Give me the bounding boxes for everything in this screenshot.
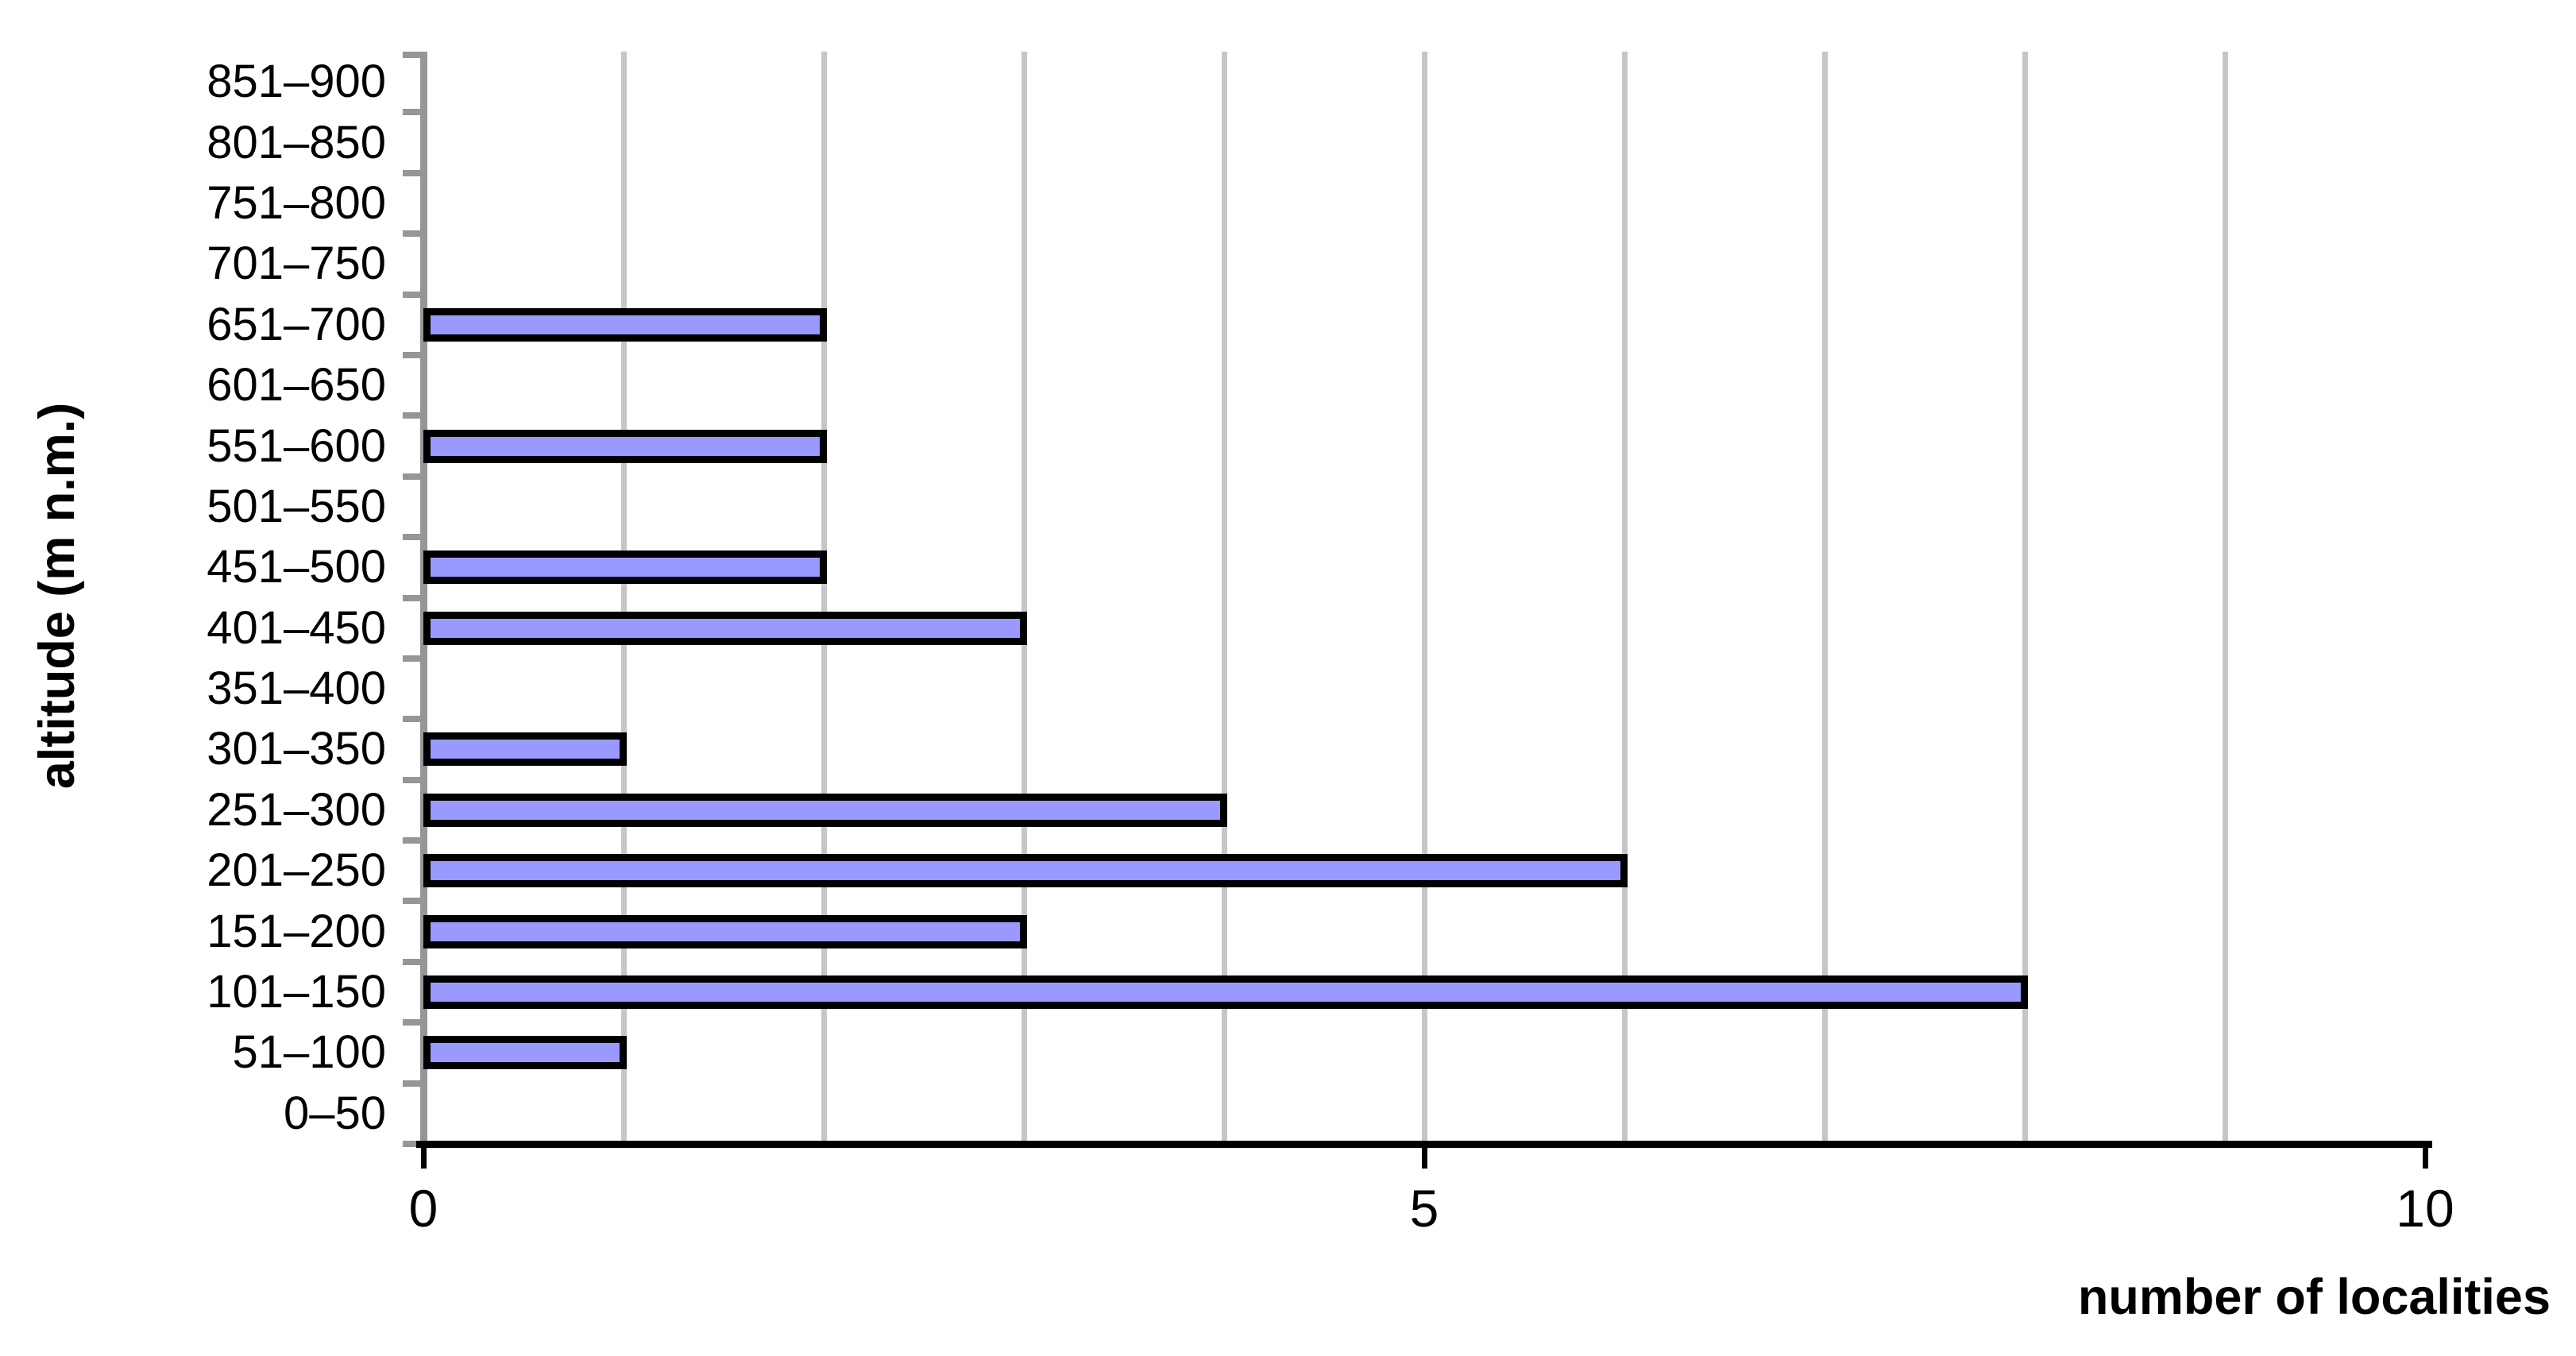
x-axis-line: [416, 1141, 2432, 1148]
x-axis-tick: [2422, 1148, 2428, 1169]
bar: [423, 854, 1628, 888]
bar: [423, 793, 1227, 827]
y-axis-tick: [403, 776, 420, 783]
y-axis-tick: [403, 169, 420, 176]
category-label: 101–150: [207, 966, 386, 1018]
category-label: 651–700: [207, 298, 386, 350]
category-label: 451–500: [207, 541, 386, 593]
gridline: [2022, 52, 2028, 1142]
bar: [423, 307, 827, 342]
x-axis-tick: [1421, 1148, 1427, 1169]
category-label: 201–250: [207, 844, 386, 897]
gridline: [620, 52, 627, 1142]
x-axis-tick: [420, 1148, 427, 1169]
y-axis-line: [419, 52, 427, 1147]
y-axis-tick: [403, 291, 420, 298]
gridline: [1621, 52, 1628, 1142]
gridline: [1221, 52, 1227, 1142]
bar: [423, 914, 1027, 948]
bar: [423, 429, 827, 463]
y-axis-tick: [403, 351, 420, 358]
category-label: 601–650: [207, 359, 386, 411]
bar: [423, 975, 2028, 1010]
y-axis-tick: [403, 1080, 420, 1087]
y-axis-tick: [403, 52, 420, 58]
y-axis-tick: [403, 230, 420, 238]
y-axis-title: altitude (m n.m.): [29, 402, 85, 790]
bar: [423, 611, 1027, 645]
category-label: 251–300: [207, 783, 386, 836]
y-axis-tick: [403, 958, 420, 965]
category-label: 151–200: [207, 905, 386, 957]
category-label: 501–550: [207, 480, 386, 532]
category-label: 351–400: [207, 663, 386, 715]
y-axis-tick: [403, 473, 420, 480]
category-label: 301–350: [207, 723, 386, 775]
category-label: 551–600: [207, 419, 386, 472]
y-axis-tick: [403, 898, 420, 905]
gridline: [821, 52, 827, 1142]
bar: [423, 732, 627, 767]
category-label: 701–750: [207, 238, 386, 290]
y-axis-tick: [403, 716, 420, 723]
category-label: 51–100: [232, 1026, 386, 1079]
category-label: 851–900: [207, 56, 386, 108]
y-axis-tick: [403, 594, 420, 601]
y-axis-tick: [403, 412, 420, 419]
category-label: 751–800: [207, 176, 386, 229]
y-axis-tick: [403, 1019, 420, 1026]
x-tick-label: 5: [1409, 1179, 1439, 1238]
gridline: [1821, 52, 1828, 1142]
gridline: [1421, 52, 1427, 1142]
y-axis-tick: [403, 1141, 420, 1147]
y-axis-tick: [403, 655, 420, 662]
y-axis-tick: [403, 534, 420, 541]
x-axis-title: number of localities: [2077, 1269, 2551, 1325]
gridline: [2222, 52, 2228, 1142]
y-axis-tick: [403, 837, 420, 844]
bar: [423, 551, 827, 585]
x-tick-label: 0: [408, 1179, 438, 1238]
x-tick-label: 10: [2396, 1179, 2454, 1238]
category-label: 401–450: [207, 601, 386, 654]
category-label: 0–50: [283, 1087, 386, 1139]
y-axis-tick: [403, 109, 420, 116]
gridline: [1021, 52, 1027, 1142]
category-label: 801–850: [207, 116, 386, 168]
bar: [423, 1036, 627, 1070]
